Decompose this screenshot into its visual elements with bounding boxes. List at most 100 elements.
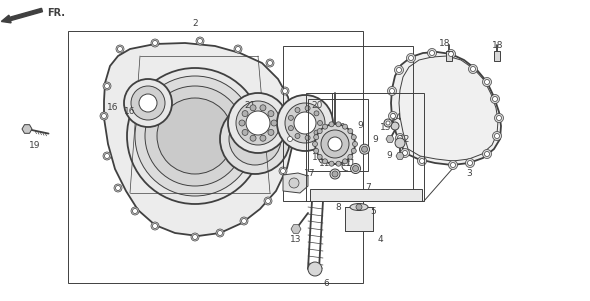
Circle shape xyxy=(289,178,299,188)
FancyArrow shape xyxy=(1,8,42,23)
Circle shape xyxy=(353,166,359,172)
Circle shape xyxy=(295,107,300,113)
Circle shape xyxy=(351,148,356,153)
Circle shape xyxy=(103,152,111,160)
Circle shape xyxy=(192,234,198,240)
Circle shape xyxy=(116,185,120,191)
Circle shape xyxy=(391,122,399,130)
Circle shape xyxy=(493,97,497,101)
Circle shape xyxy=(281,87,289,95)
Circle shape xyxy=(229,113,281,165)
Circle shape xyxy=(250,105,256,111)
Circle shape xyxy=(268,129,274,135)
Circle shape xyxy=(295,133,300,138)
Circle shape xyxy=(240,217,248,225)
Circle shape xyxy=(117,46,123,51)
Circle shape xyxy=(323,124,327,129)
Circle shape xyxy=(242,110,248,116)
Circle shape xyxy=(407,54,415,63)
Text: 18: 18 xyxy=(492,41,504,49)
Circle shape xyxy=(448,160,457,169)
Circle shape xyxy=(104,83,110,88)
Bar xyxy=(446,51,452,61)
Circle shape xyxy=(332,171,338,177)
Bar xyxy=(283,46,413,201)
Polygon shape xyxy=(396,153,404,160)
Circle shape xyxy=(313,141,317,147)
Circle shape xyxy=(343,124,348,129)
Circle shape xyxy=(283,88,287,94)
Circle shape xyxy=(356,204,362,210)
Circle shape xyxy=(191,233,199,241)
Circle shape xyxy=(315,124,355,164)
Circle shape xyxy=(398,135,402,141)
Circle shape xyxy=(336,161,341,166)
Circle shape xyxy=(388,111,398,120)
Circle shape xyxy=(395,66,404,75)
Circle shape xyxy=(241,219,247,224)
Text: 5: 5 xyxy=(370,206,376,216)
Text: 6: 6 xyxy=(323,278,329,287)
Circle shape xyxy=(286,135,294,143)
Circle shape xyxy=(264,197,272,205)
Circle shape xyxy=(401,148,409,157)
Circle shape xyxy=(497,116,502,120)
Circle shape xyxy=(384,119,392,127)
Circle shape xyxy=(289,126,293,131)
Circle shape xyxy=(470,67,476,72)
Circle shape xyxy=(430,51,434,55)
Circle shape xyxy=(419,159,424,163)
Text: 8: 8 xyxy=(335,203,341,213)
Circle shape xyxy=(395,134,405,142)
Polygon shape xyxy=(104,43,293,236)
Circle shape xyxy=(408,55,414,61)
Circle shape xyxy=(131,207,139,215)
Bar xyxy=(345,207,373,231)
Circle shape xyxy=(277,95,333,151)
Circle shape xyxy=(351,135,356,140)
Circle shape xyxy=(323,159,327,164)
Circle shape xyxy=(391,113,395,119)
Circle shape xyxy=(266,198,270,203)
Circle shape xyxy=(242,129,248,135)
Text: 7: 7 xyxy=(365,182,371,191)
Text: 10: 10 xyxy=(335,123,347,132)
Circle shape xyxy=(135,76,255,196)
Bar xyxy=(306,93,424,201)
Circle shape xyxy=(196,37,204,45)
Circle shape xyxy=(448,51,454,57)
Circle shape xyxy=(235,46,241,51)
Circle shape xyxy=(468,64,477,73)
Circle shape xyxy=(287,136,293,141)
Circle shape xyxy=(330,169,340,179)
Circle shape xyxy=(321,130,349,158)
Circle shape xyxy=(402,150,408,156)
Circle shape xyxy=(493,132,502,141)
Text: 4: 4 xyxy=(377,234,383,244)
Polygon shape xyxy=(22,125,32,133)
Text: 12: 12 xyxy=(399,135,411,144)
Circle shape xyxy=(467,160,473,166)
Circle shape xyxy=(239,120,245,126)
Circle shape xyxy=(260,105,266,111)
Circle shape xyxy=(133,209,137,213)
Text: 16: 16 xyxy=(124,107,136,116)
Bar xyxy=(308,99,368,171)
Circle shape xyxy=(260,135,266,141)
Circle shape xyxy=(131,86,165,120)
Text: 11: 11 xyxy=(341,160,353,169)
Text: 3: 3 xyxy=(466,169,472,178)
Circle shape xyxy=(101,113,107,119)
Circle shape xyxy=(362,146,368,152)
Circle shape xyxy=(418,157,427,166)
Circle shape xyxy=(271,120,277,126)
Bar xyxy=(310,189,422,201)
Circle shape xyxy=(294,112,316,134)
Text: 21: 21 xyxy=(244,101,255,110)
Circle shape xyxy=(352,141,358,147)
Circle shape xyxy=(484,151,490,157)
Circle shape xyxy=(151,222,159,230)
Circle shape xyxy=(329,122,334,127)
Circle shape xyxy=(218,231,222,235)
Circle shape xyxy=(336,122,341,127)
